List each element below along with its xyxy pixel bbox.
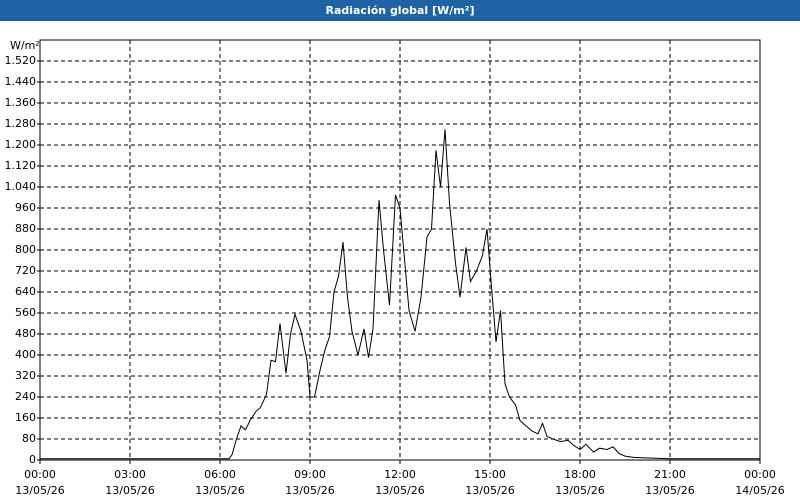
y-tick-label: 880 [15, 222, 36, 235]
x-tick-label: 09:00 [294, 468, 326, 481]
y-tick-label: 1.120 [5, 159, 37, 172]
y-tick-label: 1.440 [5, 75, 37, 88]
y-tick-label: 560 [15, 306, 36, 319]
x-tick-label: 06:00 [204, 468, 236, 481]
x-tick-date: 13/05/26 [195, 484, 244, 497]
x-tick-date: 13/05/26 [645, 484, 694, 497]
y-tick-label: 320 [15, 369, 36, 382]
x-tick-date: 13/05/26 [465, 484, 514, 497]
y-tick-label: 80 [22, 432, 36, 445]
title-bar: Radiación global [W/m²] [0, 0, 800, 21]
y-tick-label: 1.520 [5, 54, 37, 67]
y-tick-label: 400 [15, 348, 36, 361]
y-tick-label: 1.200 [5, 138, 37, 151]
x-tick-date: 13/05/26 [105, 484, 154, 497]
x-tick-label: 03:00 [114, 468, 146, 481]
x-tick-date: 13/05/26 [285, 484, 334, 497]
y-unit: W/m² [10, 39, 40, 52]
y-tick-label: 960 [15, 201, 36, 214]
y-tick-label: 1.360 [5, 96, 37, 109]
x-tick-date: 13/05/26 [555, 484, 604, 497]
y-tick-label: 800 [15, 243, 36, 256]
x-tick-label: 18:00 [564, 468, 596, 481]
x-tick-date: 13/05/26 [375, 484, 424, 497]
x-tick-label: 21:00 [654, 468, 686, 481]
x-tick-label: 15:00 [474, 468, 506, 481]
x-tick-date: 13/05/26 [15, 484, 64, 497]
y-tick-label: 480 [15, 327, 36, 340]
y-tick-label: 1.040 [5, 180, 37, 193]
y-tick-label: 720 [15, 264, 36, 277]
x-tick-label: 00:00 [744, 468, 776, 481]
y-tick-label: 160 [15, 411, 36, 424]
x-tick-label: 00:00 [24, 468, 56, 481]
x-tick-label: 12:00 [384, 468, 416, 481]
y-tick-label: 0 [29, 453, 36, 466]
y-tick-label: 1.280 [5, 117, 37, 130]
x-tick-date: 14/05/26 [735, 484, 784, 497]
y-tick-label: 640 [15, 285, 36, 298]
data-line [40, 129, 760, 460]
y-tick-label: 240 [15, 390, 36, 403]
